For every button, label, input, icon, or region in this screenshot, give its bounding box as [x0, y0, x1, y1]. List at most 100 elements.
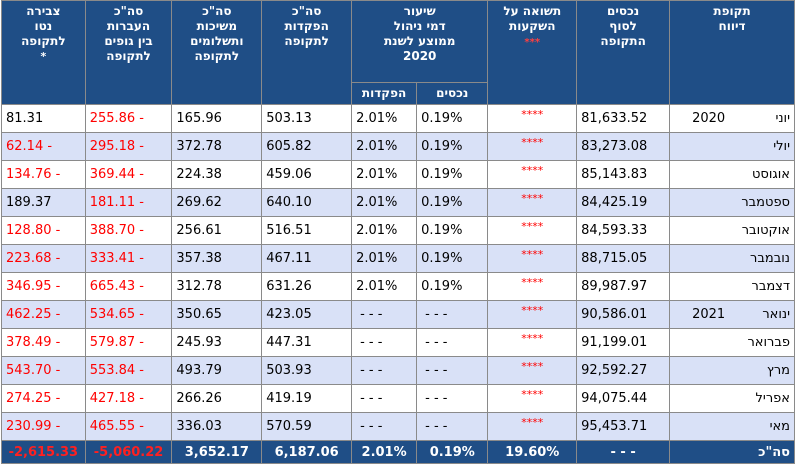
cell-fee-deposits: - - -: [351, 328, 418, 357]
cell-deposits: 423.05: [261, 300, 353, 329]
cell-fee-deposits: 2.01%: [351, 216, 418, 245]
header-line: תשואה על: [503, 4, 562, 18]
cell-fee-assets: - - -: [416, 328, 489, 357]
table-row: דצמבר 89,987.97 **** 0.19% 2.01% 631.26 312.78…: [1, 272, 795, 301]
totals-return: 19.60%: [487, 440, 578, 464]
cell-net: 223.68 -: [1, 244, 86, 273]
cell-deposits: 503.13: [261, 104, 353, 133]
table-row: יולי 83,273.08 **** 0.19% 2.01% 605.82 372.78 2…: [1, 132, 795, 161]
cell-withdrawals: 256.61: [171, 216, 263, 245]
cell-fee-assets: - - -: [416, 356, 489, 385]
month-label: דצמבר: [751, 279, 791, 294]
header-mgmt-fee: שיעור דמי ניהול ממוצע לשנת 2020: [351, 0, 489, 83]
header-line: לתקופה: [106, 49, 151, 63]
cell-return-stars: ****: [487, 272, 578, 301]
totals-deposits: 6,187.06: [261, 440, 353, 464]
month-label: מרץ: [766, 363, 790, 378]
cell-deposits: 503.93: [261, 356, 353, 385]
header-line: סה"כ: [202, 4, 232, 18]
cell-fee-assets: 0.19%: [416, 216, 489, 245]
month-label: אוגוסט: [752, 167, 790, 182]
month-label: יוני: [775, 111, 790, 126]
cell-fee-assets: - - -: [416, 412, 489, 441]
cell-deposits: 640.10: [261, 188, 353, 217]
cell-assets: 89,987.97: [576, 272, 671, 301]
totals-assets: - - -: [576, 440, 671, 464]
cell-fee-deposits: 2.01%: [351, 160, 418, 189]
cell-assets: 83,273.08: [576, 132, 671, 161]
header-line: צבירה: [26, 4, 61, 18]
cell-return-stars: ****: [487, 160, 578, 189]
cell-fee-deposits: 2.01%: [351, 104, 418, 133]
cell-period: מרץ: [669, 356, 795, 385]
header-line: העברות: [106, 19, 151, 33]
header-return-stars: ***: [524, 37, 541, 48]
cell-period: ינואר 2021: [669, 300, 795, 329]
year-label: 2020: [692, 111, 726, 126]
header-line: תקופת: [713, 4, 751, 18]
cell-transfers: 465.55 -: [84, 412, 173, 441]
header-net: צבירה נטו לתקופה *: [1, 0, 86, 105]
cell-assets: 90,586.01: [576, 300, 671, 329]
cell-return-stars: ****: [487, 328, 578, 357]
cell-withdrawals: 269.62: [171, 188, 263, 217]
header-line: בין גופים: [104, 34, 153, 48]
cell-withdrawals: 245.93: [171, 328, 263, 357]
cell-fee-deposits: 2.01%: [351, 132, 418, 161]
cell-return-stars: ****: [487, 216, 578, 245]
cell-deposits: 605.82: [261, 132, 353, 161]
cell-transfers: 181.11 -: [84, 188, 173, 217]
cell-withdrawals: 224.38: [171, 160, 263, 189]
totals-fee-assets: 0.19%: [416, 440, 489, 464]
month-label: אפריל: [755, 391, 790, 406]
header-line: לתקופה: [284, 34, 329, 48]
cell-fee-assets: 0.19%: [416, 132, 489, 161]
cell-assets: 85,143.83: [576, 160, 671, 189]
table-header: תקופת דיווח נכסים לסוף התקופה תשואה על השקעו…: [1, 0, 795, 105]
cell-assets: 94,075.44: [576, 384, 671, 413]
cell-transfers: 665.43 -: [84, 272, 173, 301]
header-line: סה"כ: [113, 4, 144, 18]
cell-period: ספטמבר: [669, 188, 795, 217]
cell-period: יוני 2020: [669, 104, 795, 133]
table-row: אפריל 94,075.44 **** - - -- - -419.19 266.26…: [1, 384, 795, 413]
cell-transfers: 255.86 -: [84, 104, 173, 133]
cell-deposits: 459.06: [261, 160, 353, 189]
cell-withdrawals: 312.78: [171, 272, 263, 301]
header-line: דיווח: [718, 19, 746, 33]
cell-deposits: 419.19: [261, 384, 353, 413]
cell-transfers: 534.65 -: [84, 300, 173, 329]
cell-withdrawals: 266.26: [171, 384, 263, 413]
cell-transfers: 579.87 -: [84, 328, 173, 357]
cell-net: 134.76 -: [1, 160, 86, 189]
header-deposits: סה"כ הפקדות לתקופה: [261, 0, 353, 105]
cell-net: 128.80 -: [1, 216, 86, 245]
table-body: יוני 2020 81,633.52 **** 0.19% 2.01% 503.13 165…: [1, 104, 795, 441]
cell-withdrawals: 165.96: [171, 104, 263, 133]
table-totals: סה"כ - - - 19.60% 0.19% 2.01% 6,187.06 3…: [1, 440, 795, 464]
cell-fee-deposits: 2.01%: [351, 188, 418, 217]
cell-deposits: 516.51: [261, 216, 353, 245]
month-label: אוקטובר: [741, 223, 790, 238]
cell-transfers: 427.18 -: [84, 384, 173, 413]
cell-net: 62.14 -: [1, 132, 86, 161]
cell-fee-deposits: 2.01%: [351, 244, 418, 273]
year-label: 2021: [692, 307, 726, 322]
cell-fee-deposits: - - -: [351, 356, 418, 385]
month-label: פברואר: [747, 335, 790, 350]
month-label: נובמבר: [750, 251, 790, 266]
cell-net: 81.31: [1, 104, 86, 133]
cell-fee-assets: 0.19%: [416, 244, 489, 273]
cell-return-stars: ****: [487, 104, 578, 133]
table-row: פברואר 91,199.01 **** - - -- - -447.31 245.9…: [1, 328, 795, 357]
cell-transfers: 388.70 -: [84, 216, 173, 245]
cell-period: פברואר: [669, 328, 795, 357]
header-assets-end: נכסים לסוף התקופה: [576, 0, 671, 105]
cell-period: דצמבר: [669, 272, 795, 301]
table-row: ינואר 2021 90,586.01 **** - - -- - -423.05 35…: [1, 300, 795, 329]
header-return: תשואה על השקעות ***: [487, 0, 578, 105]
cell-return-stars: ****: [487, 300, 578, 329]
cell-net: 543.70 -: [1, 356, 86, 385]
cell-net: 346.95 -: [1, 272, 86, 301]
header-fee-assets: נכסים: [416, 82, 489, 105]
